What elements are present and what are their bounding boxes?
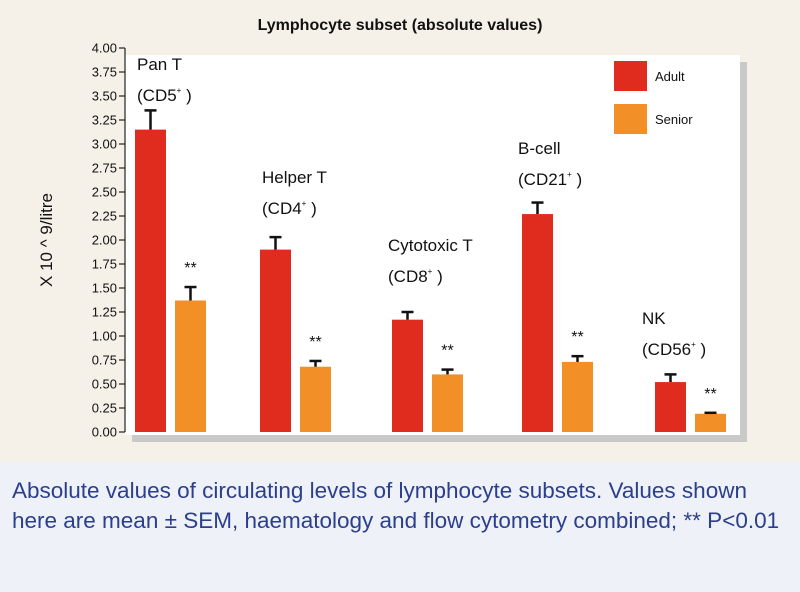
y-tick-label: 3.00 (92, 137, 117, 152)
significance-marker: ** (441, 343, 453, 360)
marker-superscript: + (691, 340, 696, 349)
bar-adult-2 (260, 249, 291, 432)
marker-superscript: + (302, 199, 307, 208)
marker-close: ) (696, 340, 706, 359)
category-name: Pan T (137, 55, 182, 74)
marker-text: (CD56 (642, 340, 691, 359)
legend-label-adult: Adult (655, 69, 685, 84)
marker-text: (CD21 (518, 170, 567, 189)
chart-title: Lymphocyte subset (absolute values) (258, 17, 543, 34)
legend-label-senior: Senior (655, 112, 693, 127)
significance-marker: ** (184, 260, 196, 277)
y-tick-label: 1.25 (92, 305, 117, 320)
legend-swatch-senior (614, 104, 647, 134)
category-labels: Pan T(CD5+ )Helper T(CD4+ )Cytotoxic T(C… (137, 55, 706, 359)
figure-caption: Absolute values of circulating levels of… (12, 478, 780, 533)
y-tick-label: 1.00 (92, 329, 117, 344)
y-tick-label: 1.75 (92, 257, 117, 272)
y-tick-label: 3.25 (92, 113, 117, 128)
y-axis: 0.00 0.25 0.50 0.75 1.00 1.25 1.50 1.75 2.00 2.25… (92, 41, 126, 440)
marker-superscript: + (567, 170, 572, 179)
marker-superscript: + (428, 267, 433, 276)
category-name: NK (642, 309, 666, 328)
y-tick-label: 0.50 (92, 377, 117, 392)
legend: Adult Senior (614, 61, 693, 134)
marker-superscript: + (177, 86, 182, 95)
bar-senior-3 (432, 374, 463, 432)
y-tick-label: 1.50 (92, 281, 117, 296)
y-tick-label: 0.25 (92, 401, 117, 416)
category-marker: (CD21+ ) (518, 170, 582, 189)
category-name: Cytotoxic T (388, 236, 473, 255)
bar-adult-4 (522, 214, 553, 432)
bars: ** ** ** ** ** (135, 109, 726, 432)
y-tick-label: 4.00 (92, 41, 117, 56)
bar-adult-5 (655, 382, 686, 432)
y-tick-label: 2.25 (92, 209, 117, 224)
category-marker: (CD8+ ) (388, 267, 443, 286)
y-tick-label: 0.00 (92, 425, 117, 440)
bar-adult-3 (392, 319, 423, 432)
marker-text: (CD8 (388, 267, 428, 286)
marker-text: (CD5 (137, 86, 177, 105)
y-tick-label: 2.75 (92, 161, 117, 176)
significance-marker: ** (704, 386, 716, 403)
marker-text: (CD4 (262, 199, 302, 218)
marker-close: ) (432, 267, 442, 286)
category-name: B-cell (518, 139, 561, 158)
legend-swatch-adult (614, 61, 647, 91)
category-name: Helper T (262, 168, 327, 187)
bar-senior-2 (300, 366, 331, 432)
bar-senior-4 (562, 361, 593, 432)
y-tick-label: 3.75 (92, 65, 117, 80)
significance-marker: ** (309, 334, 321, 351)
bar-senior-5 (695, 413, 726, 432)
figure-caption-panel: Absolute values of circulating levels of… (0, 462, 800, 592)
marker-close: ) (181, 86, 191, 105)
bar-adult-1 (135, 129, 166, 432)
category-marker: (CD4+ ) (262, 199, 317, 218)
significance-marker: ** (571, 329, 583, 346)
bar-chart: Lymphocyte subset (absolute values) X 10… (37, 17, 747, 442)
y-axis-label: X 10 ^ 9/litre (37, 193, 56, 287)
y-tick-label: 0.75 (92, 353, 117, 368)
y-tick-label: 2.50 (92, 185, 117, 200)
category-marker: (CD5+ ) (137, 86, 192, 105)
marker-close: ) (306, 199, 316, 218)
marker-close: ) (572, 170, 582, 189)
y-tick-label: 3.50 (92, 89, 117, 104)
bar-senior-1 (175, 300, 206, 432)
y-tick-label: 2.00 (92, 233, 117, 248)
category-marker: (CD56+ ) (642, 340, 706, 359)
